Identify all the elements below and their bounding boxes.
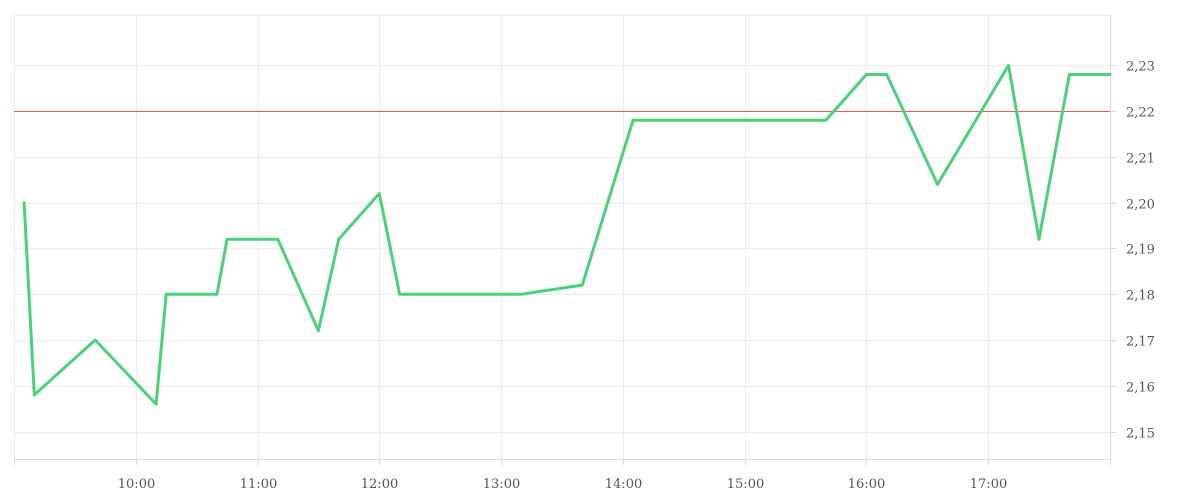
x-tick-label: 15:00 (727, 477, 764, 492)
y-tick-label: 2,20 (1126, 198, 1155, 213)
x-tick-label: 17:00 (970, 477, 1007, 492)
axes (14, 15, 1111, 465)
y-tick-label: 2,22 (1126, 106, 1155, 121)
y-tick-label: 2,17 (1126, 335, 1155, 350)
series-line (22, 63, 1112, 406)
y-tick-label: 2,23 (1126, 60, 1155, 75)
series-layer (22, 63, 1112, 406)
y-axis-ticks: 2,15 2,16 2,17 2,18 2,19 2,20 2,21 2,22 2,23 (1110, 60, 1155, 442)
grid (14, 15, 1110, 459)
y-tick-label: 2,16 (1126, 381, 1155, 396)
x-tick-label: 10:00 (118, 477, 155, 492)
x-tick-label: 16:00 (848, 477, 885, 492)
x-tick-label: 13:00 (483, 477, 520, 492)
x-tick-label: 11:00 (240, 477, 277, 492)
y-tick-label: 2,15 (1126, 427, 1155, 442)
x-axis-ticks: 10:00 11:00 12:00 13:00 14:00 15:00 16:00 17:00 (118, 459, 1007, 492)
x-tick-label: 12:00 (361, 477, 398, 492)
x-tick-label: 14:00 (605, 477, 642, 492)
y-tick-label: 2,19 (1126, 243, 1155, 258)
y-tick-label: 2,21 (1126, 152, 1155, 167)
y-tick-label: 2,18 (1126, 289, 1155, 304)
